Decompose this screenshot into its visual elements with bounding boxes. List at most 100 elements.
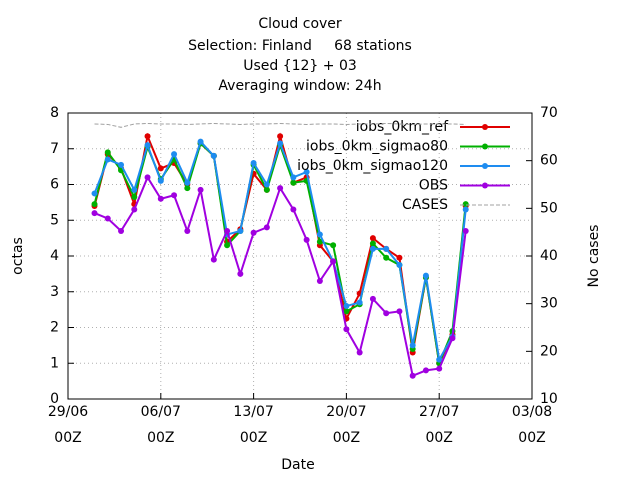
y2-tick-label: 10 xyxy=(540,391,558,407)
data-point xyxy=(409,342,416,349)
data-point xyxy=(369,235,376,242)
data-point xyxy=(316,278,323,285)
series-line xyxy=(93,139,467,363)
data-point xyxy=(91,190,98,197)
data-point xyxy=(184,185,191,192)
data-point xyxy=(409,372,416,379)
legend-swatch xyxy=(482,182,488,189)
y-tick-label: 0 xyxy=(50,391,59,407)
data-point xyxy=(91,210,98,217)
data-point xyxy=(449,335,456,342)
data-point xyxy=(237,227,244,234)
data-point xyxy=(396,254,403,261)
data-point xyxy=(184,179,191,186)
y2-tick-label: 20 xyxy=(540,343,558,359)
data-point xyxy=(210,256,217,263)
legend-label: iobs_0km_ref xyxy=(356,119,449,135)
data-point xyxy=(436,356,443,363)
data-point xyxy=(303,236,310,243)
data-point xyxy=(263,224,270,231)
x-tick-label: 03/08 00Z xyxy=(512,404,552,446)
data-point xyxy=(356,299,363,306)
data-point xyxy=(316,231,323,238)
x-tick-label: 27/07 00Z xyxy=(419,404,459,446)
y-tick-label: 2 xyxy=(50,320,59,336)
y2-tick-label: 60 xyxy=(540,153,558,169)
series-line xyxy=(94,122,466,128)
data-point xyxy=(369,240,376,247)
data-point xyxy=(250,160,257,167)
y-tick-label: 1 xyxy=(50,355,59,371)
data-point xyxy=(197,138,204,145)
data-point xyxy=(330,258,337,265)
data-point xyxy=(462,206,469,213)
y-tick-label: 7 xyxy=(50,141,59,157)
data-point xyxy=(144,142,151,149)
x-tick-label: 29/06 00Z xyxy=(48,404,88,446)
data-point xyxy=(290,174,297,181)
data-point xyxy=(422,367,429,374)
data-point xyxy=(343,326,350,333)
data-point xyxy=(330,242,337,249)
data-point xyxy=(210,152,217,159)
data-point xyxy=(303,168,310,175)
data-point xyxy=(383,254,390,261)
data-point xyxy=(290,206,297,213)
data-point xyxy=(104,156,111,163)
data-point xyxy=(290,179,297,186)
data-point xyxy=(144,174,151,181)
y2-tick-label: 50 xyxy=(540,200,558,216)
data-point xyxy=(316,238,323,245)
data-point xyxy=(263,181,270,188)
legend-swatch xyxy=(482,124,488,130)
chart-title: Cloud cover xyxy=(258,16,342,32)
data-point xyxy=(396,308,403,315)
data-point xyxy=(184,227,191,234)
data-point xyxy=(171,192,178,199)
data-point xyxy=(422,272,429,279)
data-point xyxy=(197,186,204,193)
data-point xyxy=(171,151,178,158)
data-point xyxy=(224,242,231,249)
data-point xyxy=(369,245,376,252)
data-point xyxy=(157,195,164,202)
data-point xyxy=(263,186,270,193)
y-tick-label: 4 xyxy=(50,248,59,264)
data-point xyxy=(356,349,363,356)
data-point xyxy=(157,177,164,184)
data-point xyxy=(462,201,469,208)
data-point xyxy=(224,227,231,234)
legend-swatch xyxy=(482,163,488,169)
plot-frame xyxy=(67,112,533,400)
data-point xyxy=(277,133,284,140)
data-point xyxy=(131,206,138,213)
data-point xyxy=(250,229,257,236)
legend-label: OBS xyxy=(419,178,448,194)
data-point xyxy=(343,308,350,315)
x-axis-label: Date xyxy=(281,457,314,473)
chart-title: Averaging window: 24h xyxy=(218,78,381,94)
data-point xyxy=(144,133,151,140)
data-point xyxy=(118,161,125,168)
y2-tick-label: 40 xyxy=(540,248,558,264)
legend-label: CASES xyxy=(402,197,448,213)
legend-label: iobs_0km_sigmao80 xyxy=(306,139,448,155)
chart-title: Selection: Finland 68 stations xyxy=(188,38,412,54)
data-point xyxy=(383,245,390,252)
y2-tick-label: 30 xyxy=(540,296,558,312)
data-point xyxy=(436,365,443,372)
x-tick-label: 20/07 00Z xyxy=(326,404,366,446)
x-tick-label: 06/07 00Z xyxy=(141,404,181,446)
data-point xyxy=(91,201,98,208)
y-tick-label: 8 xyxy=(50,105,59,121)
data-point xyxy=(104,149,111,156)
chart-title: Used {12} + 03 xyxy=(243,58,357,74)
data-point xyxy=(118,227,125,234)
data-point xyxy=(369,295,376,302)
data-point xyxy=(343,303,350,310)
legend-label: iobs_0km_sigmao120 xyxy=(297,158,448,174)
data-point xyxy=(157,165,164,172)
y2-axis-label: No cases xyxy=(586,225,602,288)
